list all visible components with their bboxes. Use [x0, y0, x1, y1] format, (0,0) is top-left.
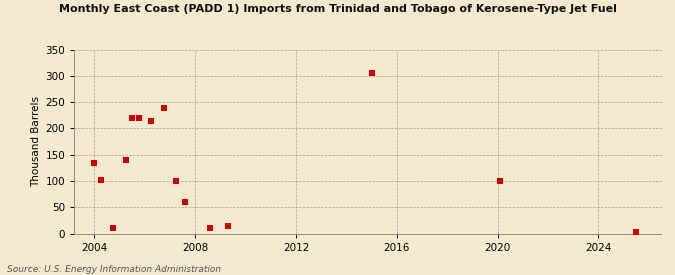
Point	[367, 71, 377, 75]
Point	[171, 179, 182, 183]
Point	[205, 226, 216, 231]
Point	[631, 230, 642, 234]
Y-axis label: Thousand Barrels: Thousand Barrels	[31, 96, 41, 187]
Point	[95, 177, 106, 182]
Point	[180, 200, 190, 204]
Point	[223, 224, 234, 228]
Point	[495, 179, 506, 183]
Point	[127, 116, 138, 120]
Point	[89, 161, 100, 165]
Point	[146, 118, 157, 123]
Point	[108, 226, 119, 231]
Point	[133, 116, 144, 120]
Point	[121, 158, 132, 162]
Point	[159, 106, 169, 111]
Text: Monthly East Coast (PADD 1) Imports from Trinidad and Tobago of Kerosene-Type Je: Monthly East Coast (PADD 1) Imports from…	[59, 4, 616, 14]
Text: Source: U.S. Energy Information Administration: Source: U.S. Energy Information Administ…	[7, 265, 221, 274]
